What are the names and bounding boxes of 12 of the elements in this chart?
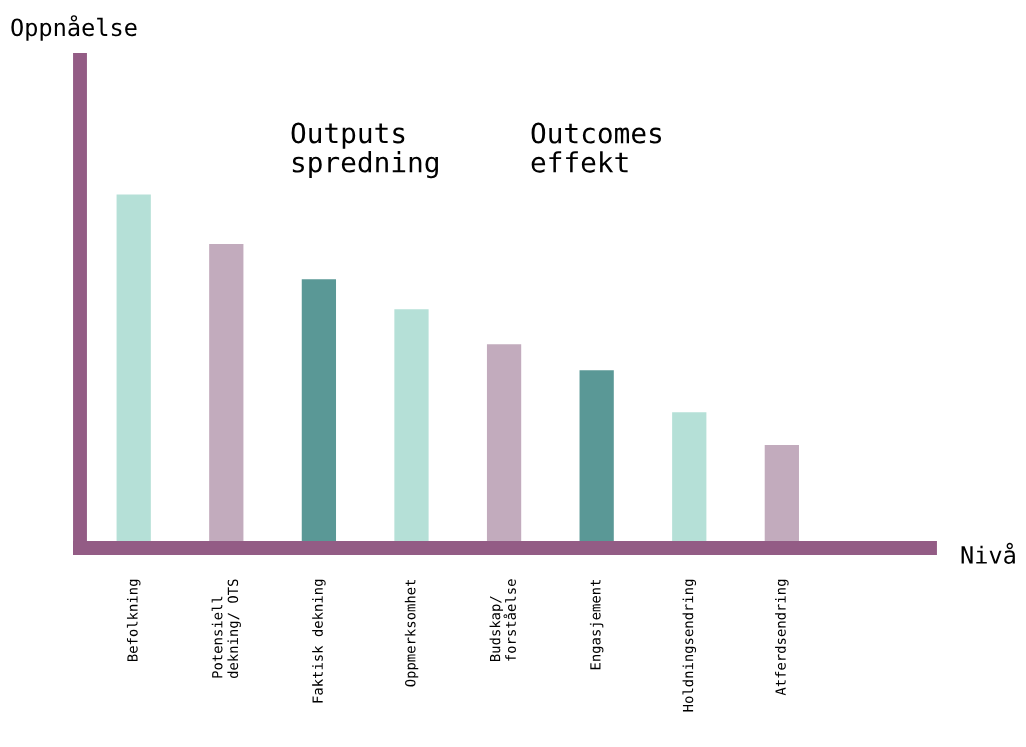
x-tick-label: Befolkning	[126, 579, 141, 662]
text: Nivå	[961, 542, 1015, 564]
x-tick-label: Engasjement	[589, 579, 604, 670]
text: Oppnåelse	[11, 15, 137, 41]
x-tick-label: Faktisk dekning	[312, 579, 326, 703]
x-tick-label: Oppmerksomhet	[404, 579, 419, 687]
x-tick-label: Atferdsendring	[775, 579, 789, 696]
text: Outcomes effekt	[531, 122, 662, 173]
text: Outputs spredning	[291, 122, 438, 179]
x-tick-label: Budskap/ forståelse	[489, 579, 516, 662]
x-tick-label: Holdningsendring	[682, 579, 697, 712]
x-tick-label: Potensiell dekning/ OTS	[211, 579, 241, 679]
